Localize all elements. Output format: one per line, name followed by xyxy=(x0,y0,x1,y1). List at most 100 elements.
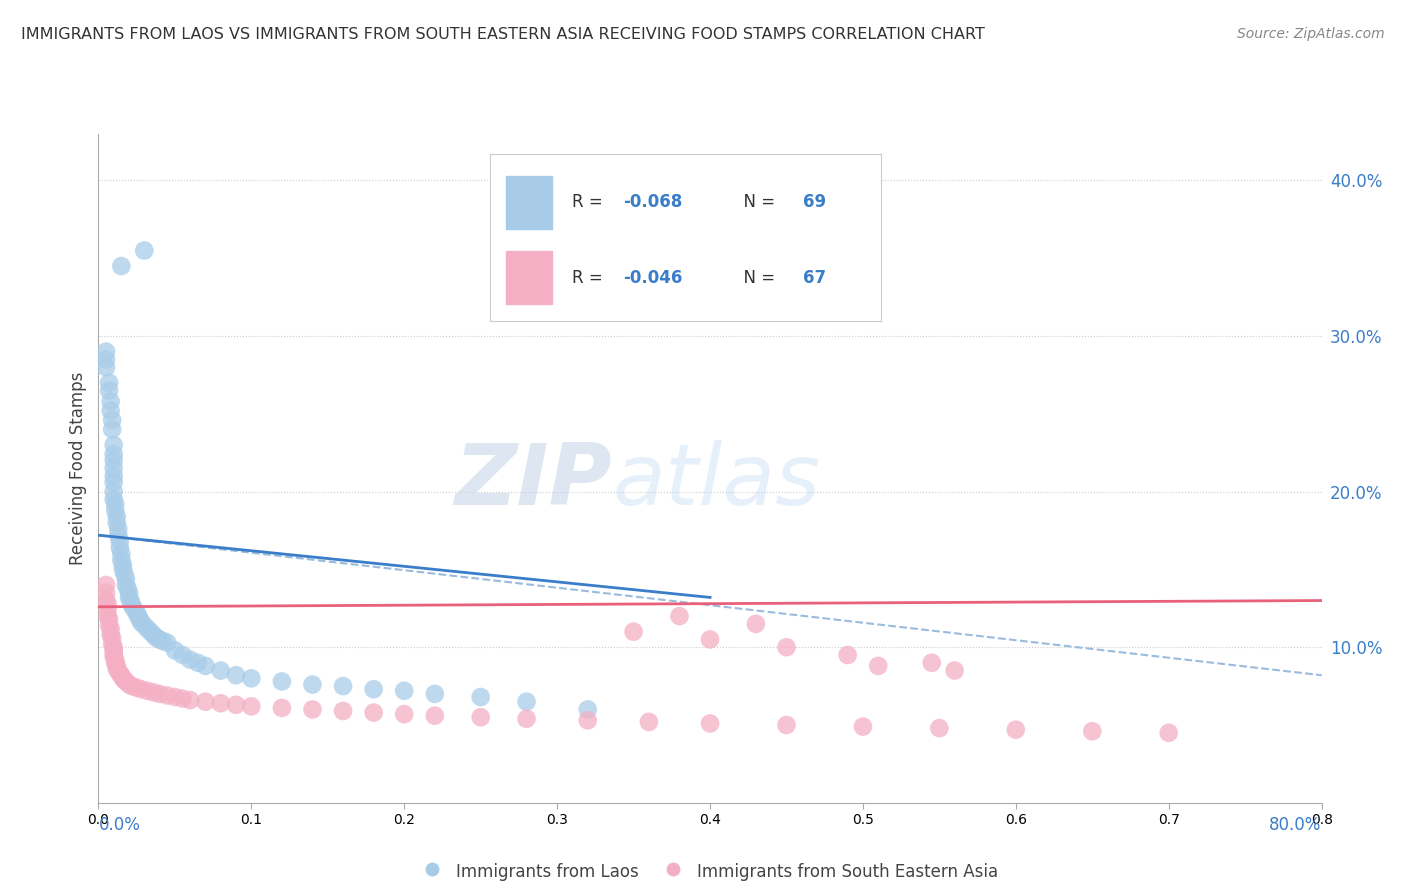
Point xyxy=(225,668,247,682)
Point xyxy=(100,622,122,636)
Point xyxy=(576,702,599,716)
Text: 0.0%: 0.0% xyxy=(98,816,141,834)
Point xyxy=(134,244,156,258)
Point xyxy=(118,591,141,605)
Point xyxy=(115,572,138,586)
Point xyxy=(125,606,148,620)
Point xyxy=(332,704,354,718)
Point xyxy=(100,394,122,409)
Point xyxy=(156,635,179,649)
Point xyxy=(103,640,125,655)
Point xyxy=(668,609,690,624)
Point xyxy=(142,628,165,642)
Point xyxy=(103,475,125,490)
Point xyxy=(270,701,292,715)
Point xyxy=(209,664,232,678)
Point xyxy=(94,578,117,592)
Point xyxy=(98,384,121,398)
Point xyxy=(332,679,354,693)
Point xyxy=(179,653,201,667)
Point xyxy=(112,567,135,582)
Point xyxy=(152,634,174,648)
Text: atlas: atlas xyxy=(612,440,820,524)
Point xyxy=(637,714,661,729)
Text: 80.0%: 80.0% xyxy=(1270,816,1322,834)
Point xyxy=(120,593,142,607)
Point xyxy=(105,659,128,673)
Point xyxy=(172,648,194,662)
Point xyxy=(392,707,416,722)
Point xyxy=(104,503,127,517)
Point xyxy=(270,674,292,689)
Point xyxy=(103,438,125,452)
Point xyxy=(104,653,127,667)
Point xyxy=(187,656,209,670)
Point xyxy=(118,586,141,600)
Point xyxy=(108,541,131,555)
Point xyxy=(470,690,492,704)
Point xyxy=(97,603,120,617)
Point xyxy=(868,659,890,673)
Point xyxy=(111,558,134,572)
Point xyxy=(136,683,159,698)
Point xyxy=(470,710,492,724)
Point xyxy=(110,553,132,567)
Point xyxy=(98,376,121,390)
Point xyxy=(576,714,599,728)
Point xyxy=(163,690,186,704)
Point xyxy=(121,598,143,612)
Point xyxy=(149,632,172,647)
Point xyxy=(111,562,134,576)
Point xyxy=(225,698,247,712)
Point xyxy=(142,685,165,699)
Point xyxy=(105,516,128,530)
Point xyxy=(928,721,950,735)
Point xyxy=(115,578,138,592)
Point xyxy=(107,664,129,678)
Point xyxy=(100,628,122,642)
Point xyxy=(108,534,131,549)
Point xyxy=(122,601,145,615)
Point xyxy=(1157,726,1180,740)
Point xyxy=(423,708,446,723)
Point xyxy=(129,615,152,630)
Point xyxy=(775,718,797,732)
Text: IMMIGRANTS FROM LAOS VS IMMIGRANTS FROM SOUTH EASTERN ASIA RECEIVING FOOD STAMPS: IMMIGRANTS FROM LAOS VS IMMIGRANTS FROM … xyxy=(21,27,986,42)
Point xyxy=(301,677,323,691)
Point xyxy=(101,413,124,427)
Point xyxy=(101,631,124,645)
Point xyxy=(423,687,446,701)
Point xyxy=(103,492,125,507)
Point xyxy=(699,716,721,731)
Point xyxy=(209,696,232,710)
Point xyxy=(118,677,141,691)
Point xyxy=(156,689,179,703)
Point xyxy=(103,453,125,467)
Point xyxy=(136,622,159,636)
Point xyxy=(104,497,127,511)
Point xyxy=(103,469,125,483)
Point xyxy=(103,484,125,499)
Point xyxy=(240,699,263,714)
Point xyxy=(363,706,385,720)
Point xyxy=(1004,723,1026,737)
Point xyxy=(392,683,416,698)
Point xyxy=(115,674,138,689)
Point xyxy=(775,640,797,655)
Point xyxy=(623,624,645,639)
Point xyxy=(1081,724,1104,739)
Point xyxy=(104,656,127,670)
Point xyxy=(139,624,162,639)
Point xyxy=(94,352,117,367)
Point xyxy=(129,682,152,697)
Point xyxy=(134,618,156,632)
Point xyxy=(94,593,117,607)
Point xyxy=(100,403,122,417)
Point xyxy=(110,547,132,561)
Point xyxy=(94,344,117,359)
Point xyxy=(103,649,125,664)
Point xyxy=(921,656,943,670)
Point xyxy=(117,581,139,595)
Point xyxy=(105,509,128,524)
Point xyxy=(194,695,217,709)
